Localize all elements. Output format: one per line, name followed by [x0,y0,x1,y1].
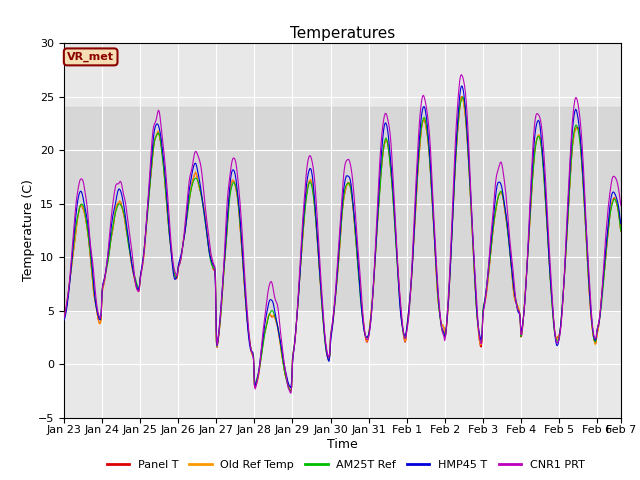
Line: CNR1 PRT: CNR1 PRT [64,75,621,393]
HMP45 T [450,197,458,203]
Old Ref Temp [263,319,271,324]
Old Ref Temp [60,315,68,321]
Old Ref Temp [450,199,458,205]
Title: Temperatures: Temperatures [290,25,395,41]
Panel T [319,319,327,324]
Panel T [186,192,194,198]
Panel T [591,339,598,345]
HMP45 T [319,318,327,324]
CNR1 PRT [287,390,294,396]
AM25T Ref [450,200,458,205]
Panel T [617,228,625,234]
Old Ref Temp [591,340,598,346]
CNR1 PRT [60,315,68,321]
HMP45 T [591,336,598,342]
AM25T Ref [459,94,467,100]
Old Ref Temp [287,388,294,394]
Line: Panel T: Panel T [64,96,621,391]
Panel T [263,319,271,325]
CNR1 PRT [450,183,458,189]
Old Ref Temp [458,94,466,100]
Line: Old Ref Temp: Old Ref Temp [64,97,621,391]
Panel T [458,94,466,99]
Old Ref Temp [617,228,625,234]
HMP45 T [617,221,625,227]
HMP45 T [60,317,68,323]
AM25T Ref [287,388,294,394]
Panel T [101,274,109,279]
CNR1 PRT [263,296,271,301]
AM25T Ref [319,322,327,327]
AM25T Ref [101,272,109,278]
Panel T [60,314,68,320]
Text: VR_met: VR_met [67,52,114,62]
CNR1 PRT [319,312,327,318]
Line: HMP45 T: HMP45 T [64,86,621,387]
HMP45 T [458,83,465,89]
CNR1 PRT [591,335,598,341]
Line: AM25T Ref: AM25T Ref [64,97,621,391]
CNR1 PRT [101,272,109,278]
HMP45 T [186,181,194,187]
CNR1 PRT [458,72,465,78]
Old Ref Temp [319,319,327,325]
Old Ref Temp [186,191,194,196]
AM25T Ref [60,317,68,323]
HMP45 T [101,272,109,277]
Y-axis label: Temperature (C): Temperature (C) [22,180,35,281]
HMP45 T [263,309,271,314]
AM25T Ref [186,192,194,197]
HMP45 T [287,384,294,390]
CNR1 PRT [617,202,625,208]
Panel T [287,388,294,394]
Bar [64,108,621,311]
CNR1 PRT [186,173,194,179]
Legend: Panel T, Old Ref Temp, AM25T Ref, HMP45 T, CNR1 PRT: Panel T, Old Ref Temp, AM25T Ref, HMP45 … [102,456,589,474]
Old Ref Temp [101,272,109,277]
AM25T Ref [263,321,271,326]
Panel T [450,198,458,204]
X-axis label: Time: Time [327,438,358,451]
AM25T Ref [617,228,625,234]
AM25T Ref [591,338,598,344]
